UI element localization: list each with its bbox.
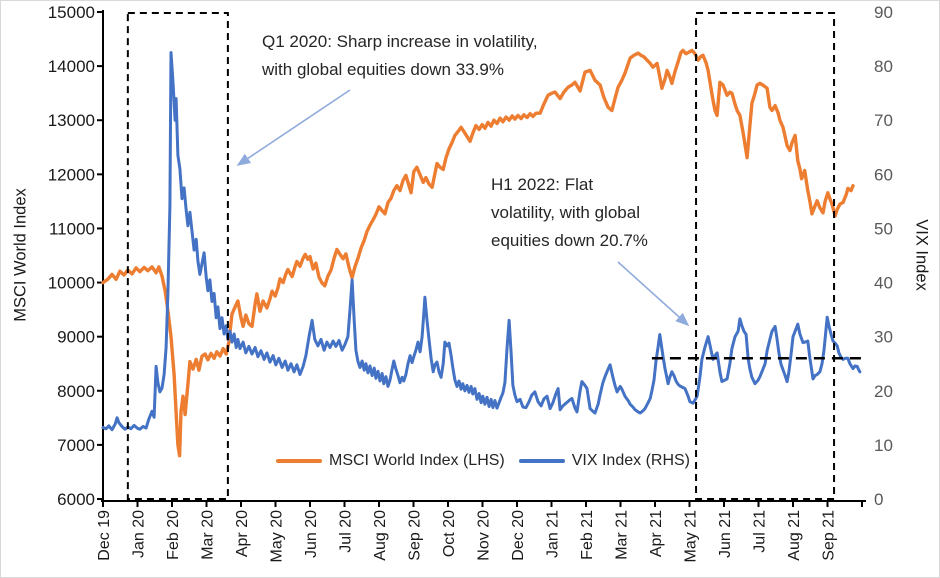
x-axis-month-label: Feb 21 — [579, 510, 596, 560]
vix-legend-label: VIX Index (RHS) — [571, 452, 691, 469]
right-axis-tick-label: 70 — [874, 111, 893, 130]
x-axis-month-label: Feb 20 — [165, 510, 182, 560]
right-axis-tick-label: 50 — [874, 219, 893, 238]
x-axis-month-label: Jun 20 — [303, 510, 320, 558]
x-axis-month-label: Oct 20 — [441, 510, 458, 557]
x-axis-month-label: Dec 19 — [96, 510, 113, 561]
annotation-q1-line1: Q1 2020: Sharp increase in volatility, — [262, 32, 538, 51]
x-axis-month-label: Jul 20 — [338, 510, 355, 553]
left-axis-tick-label: 9000 — [57, 328, 95, 347]
x-axis-month-label: Sep 20 — [407, 510, 424, 561]
x-axis-month-label: Mar 20 — [200, 510, 217, 560]
annotation-h1-line1: H1 2022: Flat — [491, 175, 594, 194]
left-axis-title: MSCI World Index — [11, 188, 30, 322]
x-axis-month-label: Sep 21 — [821, 510, 838, 561]
vix-index-line — [101, 51, 862, 432]
right-axis-tick-label: 30 — [874, 328, 893, 347]
left-axis-tick-label: 8000 — [57, 382, 95, 401]
annotation-q1-2020: Q1 2020: Sharp increase in volatility, w… — [262, 28, 538, 84]
right-axis-tick-label: 90 — [874, 3, 893, 22]
x-axis-month-label: Jan 20 — [131, 510, 148, 558]
x-axis-month-label: May 20 — [269, 510, 286, 563]
x-axis-month-label: Apr 20 — [234, 510, 251, 557]
msci-legend-label: MSCI World Index (LHS) — [329, 452, 505, 469]
annotation-q1-line2: with global equities down 33.9% — [262, 60, 504, 79]
x-axis-month-label: Jul 21 — [752, 510, 769, 553]
left-axis-tick-label: 11000 — [49, 219, 95, 238]
q1-2020-highlight-box — [126, 12, 229, 500]
x-axis-month-label: Jun 21 — [717, 510, 734, 558]
x-axis-month-label: Jan 21 — [545, 510, 562, 558]
right-axis-tick-label: 20 — [874, 382, 893, 401]
left-axis-tick-label: 10000 — [48, 274, 95, 293]
x-axis-month-label: Aug 20 — [372, 510, 389, 561]
right-axis-title: VIX Index — [912, 219, 931, 291]
x-axis-month-label: Aug 21 — [786, 510, 803, 561]
annotation-h1-2022: H1 2022: Flat volatility, with global eq… — [491, 171, 648, 255]
msci-world-index-line — [101, 48, 855, 458]
right-axis-tick-label: 40 — [874, 274, 893, 293]
right-axis-tick-label: 0 — [874, 490, 883, 509]
annotation-h1-line3: equities down 20.7% — [491, 231, 648, 250]
x-axis-month-label: Nov 20 — [476, 510, 493, 561]
x-axis-month-label: Mar 21 — [614, 510, 631, 560]
x-axis-month-label: Dec 20 — [510, 510, 527, 561]
left-axis-tick-label: 13000 — [48, 111, 95, 130]
left-axis-tick-label: 6000 — [57, 490, 95, 509]
left-axis-tick-label: 7000 — [57, 436, 95, 455]
chart-legend: MSCI World Index (LHS) VIX Index (RHS) — [276, 452, 704, 470]
left-axis-tick-label: 12000 — [48, 165, 95, 184]
annotation-h1-line2: volatility, with global — [491, 203, 640, 222]
msci-legend-swatch — [276, 459, 322, 463]
right-axis-tick-label: 60 — [874, 165, 893, 184]
left-axis-tick-label: 14000 — [48, 57, 95, 76]
left-axis-tick-label: 15000 — [48, 3, 95, 22]
right-axis-tick-label: 80 — [874, 57, 893, 76]
right-axis-tick-label: 10 — [874, 436, 893, 455]
h1-2022-annotation-arrow — [617, 261, 690, 327]
x-axis-month-label: Apr 21 — [648, 510, 665, 557]
vix-legend-swatch — [518, 459, 565, 463]
q1-2020-annotation-arrow — [236, 89, 351, 166]
x-axis-month-label: May 21 — [683, 510, 700, 563]
